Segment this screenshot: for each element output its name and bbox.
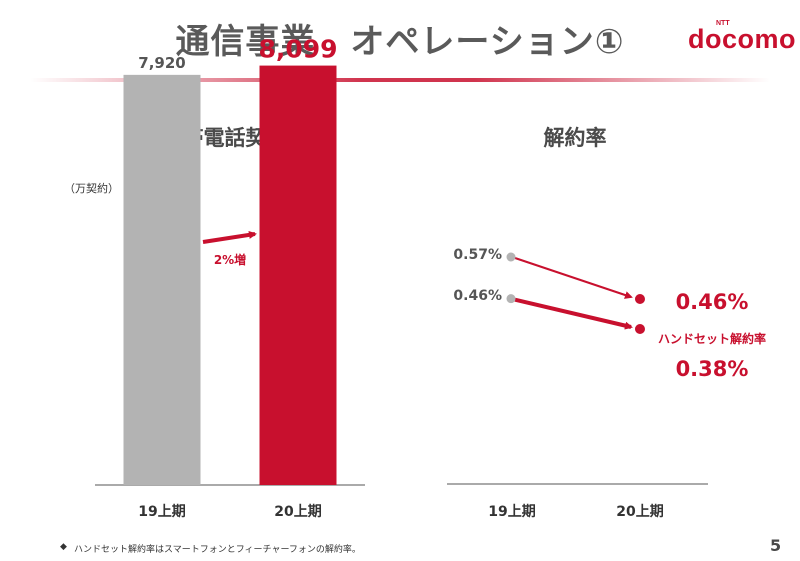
growth-arrow — [202, 230, 257, 244]
footnote-bullet-icon: ◆ — [60, 542, 67, 552]
churn-chart-title: 解約率 — [543, 126, 607, 150]
logo-ntt-mark: NTT — [716, 20, 730, 27]
bar-19h1 — [123, 74, 201, 485]
handset-churn-label-19h1: 0.46% — [453, 288, 502, 304]
bar-value-label-20h1: 8,099 — [258, 35, 337, 64]
line-category-20h1: 20上期 — [616, 504, 663, 520]
page-title: 通信事業 オペレーション① — [175, 22, 625, 62]
handset-churn-point-20h1 — [635, 324, 645, 334]
page-number: 5 — [770, 536, 782, 555]
contracts-bar-chart: 7,920 8,099 2%増 19上期 20上期 — [95, 35, 365, 520]
churn-point-20h1 — [635, 294, 645, 304]
bar-20h1 — [259, 65, 337, 486]
handset-churn-series-name: ハンドセット解約率 — [658, 331, 766, 346]
churn-point-19h1 — [506, 252, 516, 262]
footnote-text: ハンドセット解約率はスマートフォンとフィーチャーフォンの解約率。 — [74, 545, 361, 555]
docomo-logo: docomo — [688, 24, 796, 54]
bar-category-19h1: 19上期 — [138, 504, 185, 520]
growth-annotation: 2%増 — [214, 252, 246, 267]
churn-series-arrow — [514, 257, 633, 299]
bar-category-20h1: 20上期 — [274, 504, 321, 520]
contracts-unit-label: （万契約） — [64, 182, 119, 195]
handset-churn-series-arrow — [514, 297, 633, 330]
churn-label-19h1: 0.57% — [453, 247, 502, 263]
bar-value-label-19h1: 7,920 — [138, 54, 185, 72]
handset-churn-point-19h1 — [506, 294, 516, 304]
title-divider — [30, 78, 770, 82]
handset-churn-label-20h1: 0.38% — [676, 357, 749, 381]
churn-line-chart: 0.57% 0.46% 0.46% ハンドセット解約率 0.38% 19上期 2… — [447, 247, 766, 520]
line-category-19h1: 19上期 — [488, 504, 535, 520]
churn-label-20h1: 0.46% — [676, 290, 749, 314]
